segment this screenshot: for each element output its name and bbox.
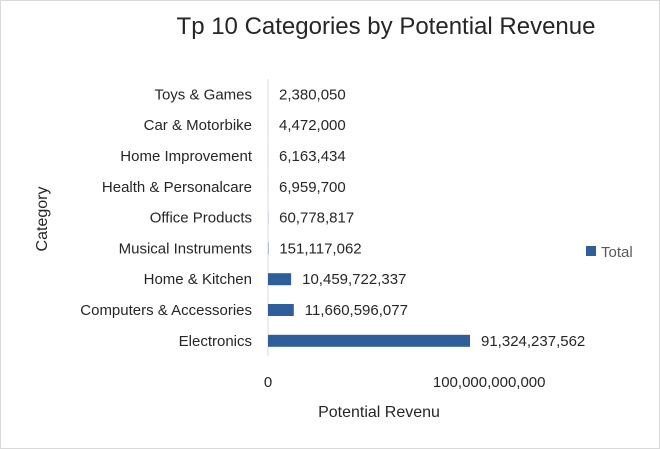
x-axis-title: Potential Revenu [318,404,440,421]
bar [268,334,470,347]
plot-area: Electronics 91,324,237,562 Computers & Acc… [80,79,585,391]
data-label: 151,117,062 [279,240,361,257]
category-label: Electronics [179,333,252,350]
chart-title: Tp 10 Categories by Potential Revenue [177,13,596,40]
data-label: 10,459,722,337 [302,271,406,288]
category-label: Home & Kitchen [144,271,252,288]
legend: Total [586,244,633,261]
bar [268,304,294,316]
data-label: 6,163,434 [279,148,346,165]
category-label: Computers & Accessories [80,302,252,319]
legend-label-total: Total [601,244,633,261]
bar [268,273,292,286]
data-label: 11,660,596,077 [305,302,408,319]
category-label: Home Improvement [120,148,253,165]
data-label: 60,778,817 [279,210,354,227]
category-label: Health & Personalcare [102,179,252,196]
category-label: Car & Motorbike [144,117,252,134]
x-tick-label: 0 [264,374,272,391]
data-label: 6,959,700 [279,179,346,196]
x-tick-label: 100,000,000,000 [433,374,546,391]
data-label: 4,472,000 [279,117,346,134]
data-label: 2,380,050 [279,86,346,103]
data-label: 91,324,237,562 [481,333,585,350]
y-axis-title: Category [34,187,51,252]
category-label: Office Products [150,210,252,227]
category-label: Toys & Games [154,86,252,103]
legend-swatch-total [586,246,596,256]
category-label: Musical Instruments [119,240,252,257]
